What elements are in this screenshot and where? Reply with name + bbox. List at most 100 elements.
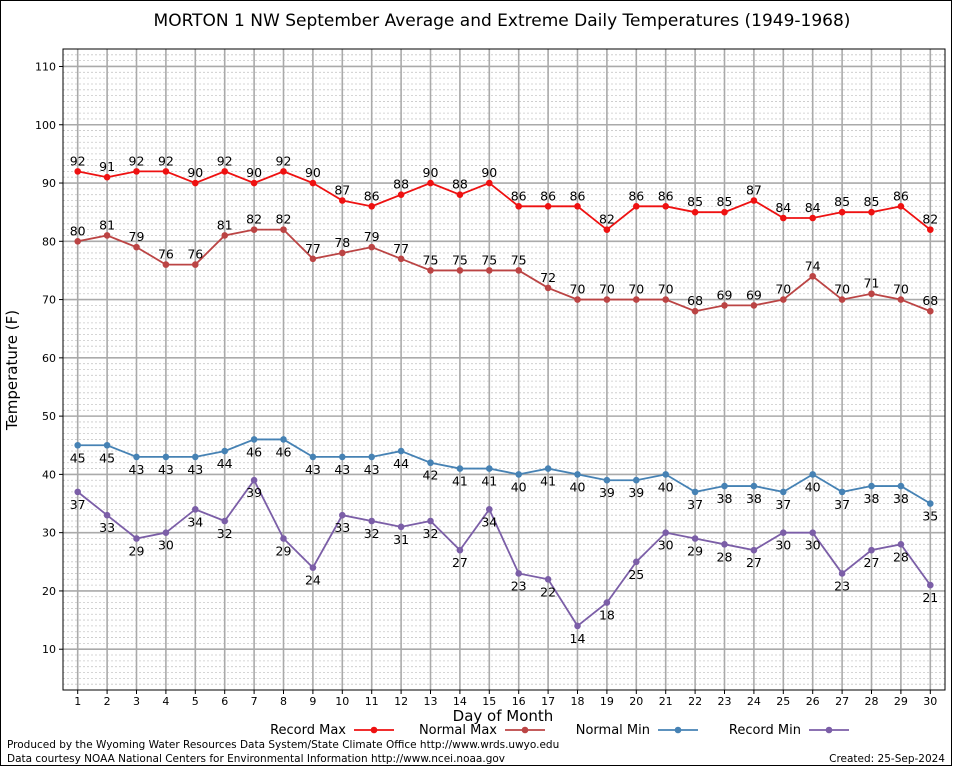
data-point [927, 307, 934, 315]
x-tick-label: 12 [394, 695, 408, 708]
data-label: 69 [717, 287, 733, 302]
data-label: 30 [805, 538, 821, 553]
data-point [397, 255, 405, 263]
data-point [574, 203, 581, 210]
data-label: 74 [805, 258, 821, 273]
x-tick-label: 4 [162, 695, 169, 708]
x-tick-label: 5 [192, 695, 199, 708]
data-point [427, 517, 434, 525]
data-label: 76 [158, 247, 174, 262]
data-label: 91 [99, 159, 115, 174]
data-point [339, 511, 346, 519]
data-point [603, 476, 611, 484]
footer-credit-wrds: Produced by the Wyoming Water Resources … [7, 739, 559, 751]
data-label: 87 [334, 183, 350, 198]
x-tick-label: 24 [747, 695, 761, 708]
data-point [250, 179, 258, 187]
data-point [515, 471, 522, 478]
data-label: 79 [129, 229, 145, 244]
legend-marker-normal-min [674, 726, 682, 734]
data-point [897, 296, 905, 303]
legend: Record Max Normal Max Normal Min Record Min [270, 723, 849, 738]
data-point [750, 302, 758, 309]
data-label: 27 [746, 555, 762, 570]
data-point [250, 476, 258, 484]
data-label: 70 [893, 282, 909, 297]
data-label: 84 [775, 200, 791, 215]
data-label: 39 [246, 485, 262, 500]
data-label: 38 [893, 491, 909, 506]
data-point [427, 179, 434, 187]
y-tick-label: 110 [35, 60, 56, 73]
chart-title: MORTON 1 NW September Average and Extrem… [154, 11, 851, 31]
data-point [868, 208, 875, 216]
y-axis-label: Temperature (F) [3, 310, 21, 431]
data-point [486, 465, 493, 472]
data-label: 29 [276, 543, 292, 558]
data-point [691, 488, 699, 496]
data-point [633, 476, 640, 484]
data-point [544, 465, 552, 472]
data-point [603, 599, 611, 606]
x-tick-label: 19 [600, 695, 614, 708]
data-point [486, 267, 493, 274]
data-label: 84 [805, 200, 821, 215]
data-label: 32 [364, 526, 380, 541]
y-tick-label: 30 [42, 527, 56, 540]
data-point [838, 570, 846, 577]
data-point [456, 267, 464, 274]
series-line-record-min [77, 478, 932, 628]
data-label: 31 [393, 532, 409, 547]
data-label: 87 [746, 183, 762, 198]
data-label: 82 [246, 212, 262, 227]
data-point [721, 541, 728, 548]
data-point [427, 459, 434, 467]
data-label: 41 [481, 474, 497, 489]
data-label: 68 [922, 293, 938, 308]
data-point [162, 453, 170, 461]
data-label: 34 [481, 514, 497, 529]
data-label: 76 [187, 247, 203, 262]
data-point [103, 511, 111, 519]
data-label: 41 [540, 474, 556, 489]
data-point [368, 453, 376, 461]
data-point [780, 529, 787, 536]
x-tick-label: 16 [512, 695, 526, 708]
data-point [868, 482, 875, 490]
data-label: 86 [511, 188, 527, 203]
series-record-max: 92 91 92 92 90 92 90 92 90 87 86 88 90 88 90 86 86 86 82 86… [70, 153, 938, 233]
data-point [74, 238, 81, 245]
legend-label-normal-max: Normal Max [419, 723, 497, 738]
data-label: 90 [187, 165, 203, 180]
y-tick-label: 40 [42, 468, 56, 481]
data-point [838, 488, 846, 496]
y-tick-label: 80 [42, 235, 56, 248]
data-label: 92 [70, 153, 86, 168]
x-tick-label: 20 [629, 695, 643, 708]
data-point [103, 441, 111, 449]
data-label: 38 [746, 491, 762, 506]
x-axis-label: Day of Month [453, 707, 554, 725]
x-tick-label: 25 [776, 695, 790, 708]
data-point [780, 214, 787, 222]
data-label: 22 [540, 584, 556, 599]
data-point [486, 179, 493, 187]
data-point [486, 506, 493, 513]
data-label: 37 [70, 497, 86, 512]
data-point [368, 243, 376, 251]
data-point [133, 243, 140, 251]
data-label: 44 [217, 456, 233, 471]
data-label: 80 [70, 223, 86, 238]
data-point [838, 208, 846, 216]
data-label: 45 [70, 450, 86, 465]
data-point [162, 529, 170, 536]
data-label: 85 [834, 194, 850, 209]
data-point [809, 471, 816, 478]
data-label: 40 [805, 479, 821, 494]
x-tick-label: 1 [74, 695, 81, 708]
data-point [162, 168, 170, 175]
data-label: 33 [99, 520, 115, 535]
y-tick-labels: 10 20 30 40 50 60 70 80 90 100 110 [35, 60, 63, 656]
series-normal-min: 45 45 43 43 43 44 46 46 43 43 43 44 42 41 41 40 41 40 39 39… [70, 436, 938, 524]
